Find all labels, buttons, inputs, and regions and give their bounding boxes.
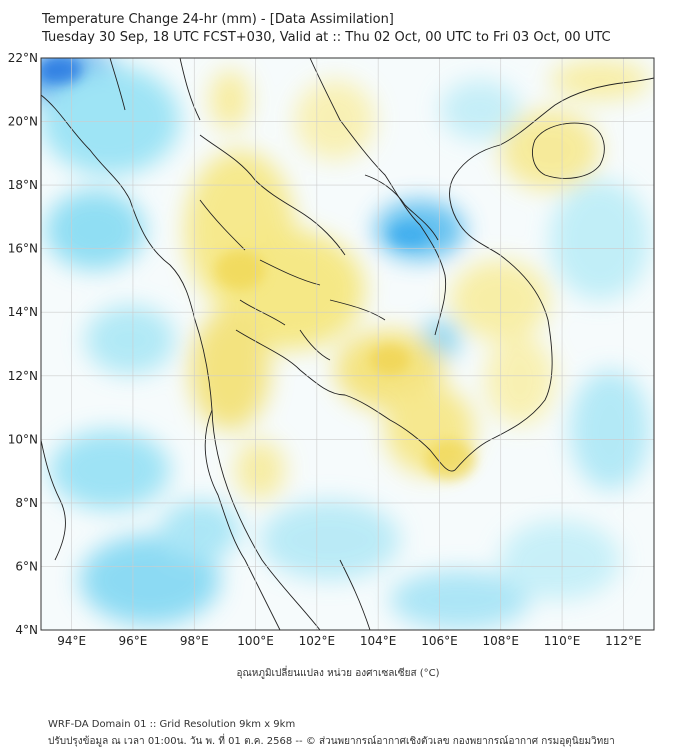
- lat-tick-label: 22°N: [8, 51, 38, 65]
- map-panel: 22°N 20°N 18°N 16°N 14°N 12°N 10°N 8°N 6°N 4°N 94…: [8, 51, 655, 702]
- lat-tick-label: 18°N: [8, 178, 38, 192]
- colorbar-label: อุณหภูมิเปลี่ยนแปลง หน่วย องศาเซลเซียส (…: [236, 668, 440, 679]
- lat-tick-label: 6°N: [15, 559, 38, 573]
- lat-tick-label: 14°N: [8, 305, 38, 319]
- lat-tick-label: 10°N: [8, 432, 38, 446]
- lat-tick-label: 12°N: [8, 369, 38, 383]
- lon-tick-label: 102°E: [299, 634, 336, 648]
- longitude-labels: 94°E 96°E 98°E 100°E 102°E 104°E 106°E 108°E 110…: [57, 634, 641, 648]
- lat-tick-label: 4°N: [15, 623, 38, 637]
- lon-tick-label: 100°E: [237, 634, 274, 648]
- latitude-labels: 22°N 20°N 18°N 16°N 14°N 12°N 10°N 8°N 6°N 4°N: [8, 51, 38, 637]
- temperature-field: [41, 58, 654, 630]
- lon-tick-label: 98°E: [180, 634, 209, 648]
- lat-tick-label: 16°N: [8, 242, 38, 256]
- lon-tick-label: 112°E: [605, 634, 642, 648]
- lon-tick-label: 110°E: [544, 634, 581, 648]
- lat-tick-label: 8°N: [15, 496, 38, 510]
- lon-tick-label: 108°E: [483, 634, 520, 648]
- lon-tick-label: 106°E: [421, 634, 458, 648]
- lon-tick-label: 96°E: [119, 634, 148, 648]
- map-subtitle: Tuesday 30 Sep, 18 UTC FCST+030, Valid a…: [42, 30, 611, 45]
- footer-model-info: WRF-DA Domain 01 :: Grid Resolution 9km …: [48, 719, 296, 730]
- lat-tick-label: 20°N: [8, 115, 38, 129]
- lon-tick-label: 104°E: [360, 634, 397, 648]
- graticule: [41, 57, 654, 631]
- map-title: Temperature Change 24-hr (mm) - [Data As…: [42, 12, 394, 27]
- temperature-change-map: 22°N 20°N 18°N 16°N 14°N 12°N 10°N 8°N 6°N 4°N 94…: [8, 51, 655, 702]
- lon-tick-label: 94°E: [57, 634, 86, 648]
- coastlines: [41, 58, 654, 630]
- footer-update-info: ปรับปรุงข้อมูล ณ เวลา 01:00น. วัน พ. ที่…: [48, 736, 615, 747]
- plot-frame: [40, 57, 655, 631]
